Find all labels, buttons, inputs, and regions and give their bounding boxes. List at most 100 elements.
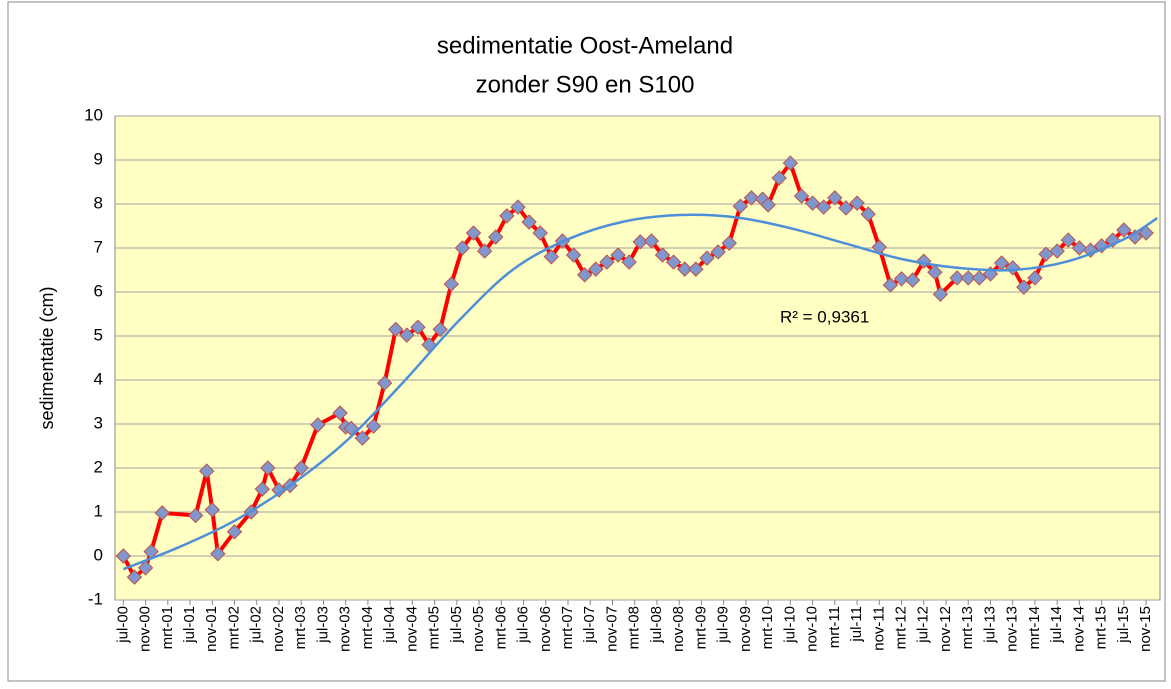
- data-marker: [354, 430, 371, 446]
- data-marker: [599, 254, 615, 270]
- chart-subtitle: zonder S90 en S100: [476, 71, 695, 98]
- data-marker: [226, 524, 243, 540]
- x-tick-label: jul-15: [1115, 606, 1132, 644]
- data-marker: [476, 243, 493, 259]
- data-marker: [893, 271, 910, 287]
- x-tick-label: mrt-07: [559, 606, 576, 649]
- y-tick-label: 3: [94, 413, 103, 432]
- y-tick-label: 8: [94, 193, 103, 212]
- x-tick-label: mrt-12: [892, 606, 909, 649]
- data-marker: [793, 188, 810, 204]
- data-marker: [254, 481, 271, 497]
- data-marker: [199, 463, 215, 479]
- x-tick-label: mrt-03: [292, 606, 309, 649]
- data-marker: [532, 225, 548, 241]
- y-tick-label: 9: [94, 149, 103, 168]
- data-marker: [610, 247, 626, 263]
- data-marker: [654, 247, 671, 263]
- x-tick-label: nov-07: [603, 606, 620, 652]
- data-marker: [387, 321, 404, 338]
- x-tick-label: mrt-05: [426, 606, 443, 649]
- x-tick-label: nov-04: [403, 606, 420, 652]
- x-tick-label: nov-10: [804, 606, 821, 652]
- y-tick-label: 10: [84, 105, 103, 124]
- data-marker: [816, 199, 832, 215]
- x-tick-label: jul-08: [648, 606, 665, 644]
- x-tick-label: jul-05: [448, 606, 465, 644]
- data-marker: [1060, 232, 1076, 248]
- data-marker: [771, 170, 787, 186]
- x-tick-label: mrt-01: [159, 606, 176, 649]
- x-tick-label: jul-07: [581, 606, 598, 644]
- data-marker: [699, 250, 715, 266]
- data-marker: [643, 233, 660, 249]
- data-marker: [804, 195, 821, 211]
- x-tick-label: nov-01: [203, 606, 220, 652]
- data-marker: [1016, 279, 1032, 295]
- y-tick-label: 2: [94, 457, 103, 476]
- data-marker: [410, 319, 426, 335]
- x-tick-label: jul-02: [248, 606, 265, 644]
- y-tick-label: -1: [88, 589, 103, 608]
- x-tick-label: jul-14: [1048, 606, 1065, 644]
- data-marker: [432, 321, 448, 338]
- y-tick-label: 0: [94, 545, 103, 564]
- data-marker: [782, 155, 799, 171]
- data-marker: [677, 261, 693, 277]
- data-marker: [271, 482, 287, 498]
- y-axis-label: sedimentatie (cm): [37, 286, 57, 429]
- data-marker: [454, 240, 471, 256]
- x-tick-label: nov-13: [1004, 606, 1021, 652]
- data-marker: [543, 249, 560, 265]
- x-tick-label: mrt-09: [692, 606, 709, 649]
- chart-title: sedimentatie Oost-Ameland: [437, 32, 733, 59]
- x-tick-label: mrt-08: [626, 606, 643, 649]
- data-marker: [465, 225, 482, 241]
- x-tick-label: mrt-04: [359, 606, 376, 649]
- data-marker: [126, 569, 143, 585]
- data-marker: [521, 214, 537, 230]
- data-marker: [332, 405, 348, 421]
- x-tick-label: nov-11: [870, 606, 887, 651]
- x-tick-label: mrt-02: [225, 606, 242, 649]
- data-marker: [1082, 242, 1099, 258]
- x-tick-label: jul-03: [314, 606, 331, 644]
- data-marker: [499, 208, 515, 224]
- x-tick-label: nov-00: [137, 606, 154, 652]
- annotation: R² = 0,9361: [780, 307, 869, 326]
- data-marker: [760, 197, 776, 213]
- data-marker: [688, 261, 704, 277]
- data-marker: [210, 546, 226, 562]
- data-marker: [743, 190, 760, 206]
- data-marker: [565, 247, 582, 263]
- x-tick-label: nov-12: [937, 606, 954, 652]
- data-marker: [510, 199, 526, 215]
- x-tick-label: jul-11: [848, 606, 865, 643]
- data-marker: [488, 229, 504, 245]
- x-tick-label: jul-09: [715, 606, 732, 644]
- data-marker: [949, 270, 965, 286]
- data-marker: [310, 417, 326, 433]
- data-marker: [971, 270, 988, 286]
- data-marker: [838, 200, 854, 216]
- x-tick-label: nov-15: [1137, 606, 1154, 652]
- x-tick-label: nov-02: [270, 606, 287, 652]
- data-marker: [721, 235, 737, 251]
- data-marker: [187, 507, 204, 524]
- data-marker: [376, 375, 393, 391]
- y-tick-label: 1: [94, 501, 103, 520]
- data-marker: [827, 190, 843, 206]
- x-tick-label: jul-12: [915, 606, 932, 644]
- x-tick-label: jul-13: [981, 606, 998, 644]
- trendline: [122, 213, 1158, 571]
- data-marker: [732, 198, 749, 214]
- x-tick-label: jul-01: [181, 606, 198, 644]
- y-tick-label: 5: [94, 325, 103, 344]
- y-tick-label: 6: [94, 281, 103, 300]
- data-marker: [632, 234, 648, 250]
- data-marker: [1071, 240, 1088, 256]
- data-marker: [443, 276, 459, 292]
- data-marker: [154, 505, 170, 521]
- plot-area: [114, 115, 1161, 601]
